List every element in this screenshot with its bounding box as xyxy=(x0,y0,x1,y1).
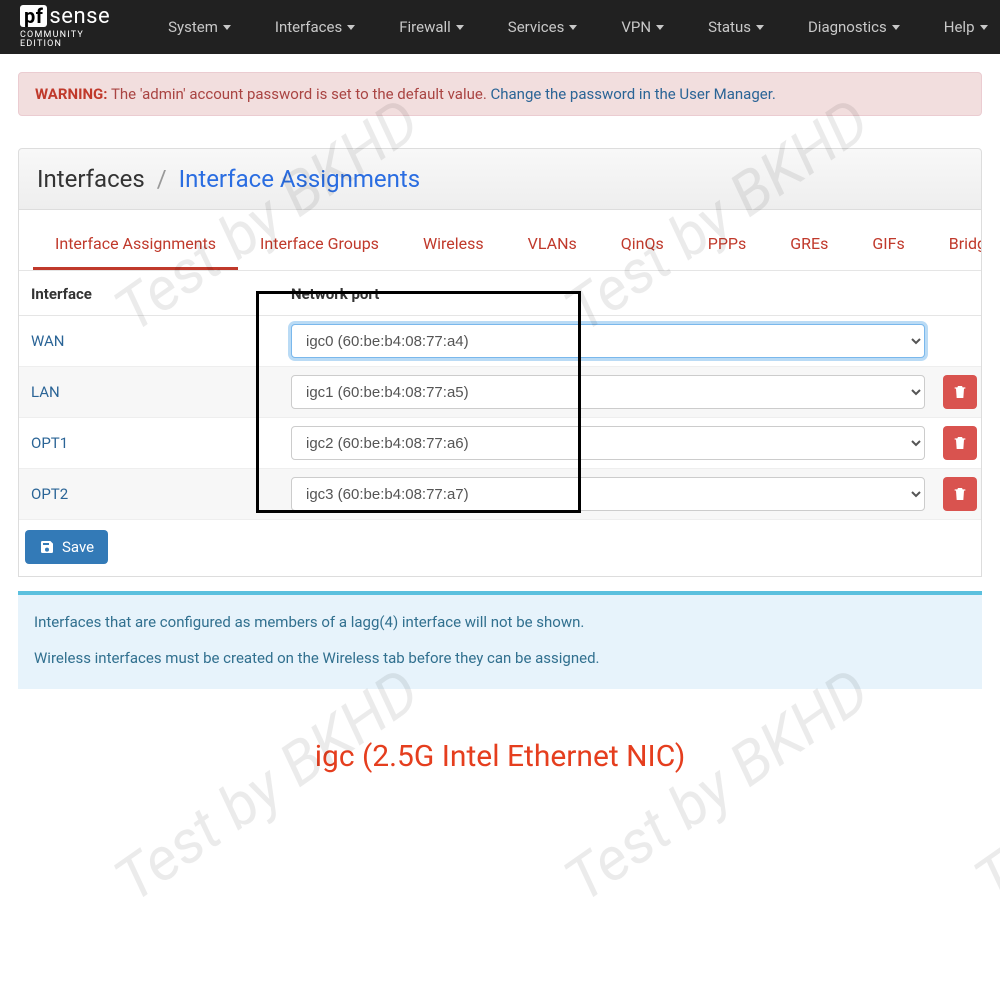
table-row: WAN igc0 (60:be:b4:08:77:a4) xyxy=(19,316,981,367)
tab-gifs[interactable]: GIFs xyxy=(850,234,926,270)
warning-prefix: WARNING: xyxy=(35,85,108,103)
warning-text: The 'admin' account password is set to t… xyxy=(108,85,491,103)
interface-link-opt2[interactable]: OPT2 xyxy=(31,485,68,503)
nav-item-status[interactable]: Status xyxy=(686,18,786,36)
annotation-text: igc (2.5G Intel Ethernet NIC) xyxy=(0,739,1000,774)
nav-label: Interfaces xyxy=(275,18,342,36)
page-header: Interfaces / Interface Assignments xyxy=(18,148,982,210)
breadcrumb: Interfaces / Interface Assignments xyxy=(37,165,963,193)
network-port-select-opt2[interactable]: igc3 (60:be:b4:08:77:a7) xyxy=(291,477,925,511)
breadcrumb-current: Interface Assignments xyxy=(179,165,421,193)
trash-icon xyxy=(952,486,968,502)
top-nav: pf sense COMMUNITY EDITION System Interfa… xyxy=(0,0,1000,54)
table-row: OPT1 igc2 (60:be:b4:08:77:a6) xyxy=(19,418,981,469)
breadcrumb-sep: / xyxy=(151,165,173,193)
nav-item-help[interactable]: Help xyxy=(922,18,1000,36)
nav-item-interfaces[interactable]: Interfaces xyxy=(253,18,377,36)
nav-label: Firewall xyxy=(399,18,451,36)
caret-icon xyxy=(980,25,988,30)
network-port-select-lan[interactable]: igc1 (60:be:b4:08:77:a5) xyxy=(291,375,925,409)
delete-button-opt2[interactable] xyxy=(943,477,977,511)
network-port-select-opt1[interactable]: igc2 (60:be:b4:08:77:a6) xyxy=(291,426,925,460)
caret-icon xyxy=(656,25,664,30)
caret-icon xyxy=(569,25,577,30)
tab-qinqs[interactable]: QinQs xyxy=(599,234,686,270)
table-row: LAN igc1 (60:be:b4:08:77:a5) xyxy=(19,367,981,418)
tab-ppps[interactable]: PPPs xyxy=(686,234,769,270)
info-line-2: Wireless interfaces must be created on t… xyxy=(34,649,966,667)
save-button[interactable]: Save xyxy=(25,530,108,564)
caret-icon xyxy=(892,25,900,30)
nav-item-system[interactable]: System xyxy=(146,18,253,36)
nav-label: VPN xyxy=(621,18,651,36)
nav-label: System xyxy=(168,18,218,36)
nav-item-services[interactable]: Services xyxy=(486,18,600,36)
nav-item-vpn[interactable]: VPN xyxy=(599,18,686,36)
col-header-interface: Interface xyxy=(19,271,279,316)
save-icon xyxy=(39,539,55,555)
watermark: Test by BKHD xyxy=(552,655,882,916)
col-header-port: Network port xyxy=(279,271,937,316)
caret-icon xyxy=(756,25,764,30)
col-header-actions xyxy=(937,271,981,316)
brand-logo[interactable]: pf sense COMMUNITY EDITION xyxy=(20,5,110,49)
brand-pf: pf xyxy=(20,5,47,27)
tabs: Interface AssignmentsInterface GroupsWir… xyxy=(19,210,981,270)
tabs-panel: Interface AssignmentsInterface GroupsWir… xyxy=(18,210,982,577)
nav-label: Help xyxy=(944,18,975,36)
interface-link-opt1[interactable]: OPT1 xyxy=(31,434,68,452)
nav-item-firewall[interactable]: Firewall xyxy=(377,18,486,36)
tab-wireless[interactable]: Wireless xyxy=(401,234,506,270)
interface-link-lan[interactable]: LAN xyxy=(31,383,60,401)
nav-item-diagnostics[interactable]: Diagnostics xyxy=(786,18,922,36)
info-line-1: Interfaces that are configured as member… xyxy=(34,613,966,631)
delete-button-opt1[interactable] xyxy=(943,426,977,460)
caret-icon xyxy=(456,25,464,30)
nav-label: Status xyxy=(708,18,751,36)
caret-icon xyxy=(347,25,355,30)
tab-interface-assignments[interactable]: Interface Assignments xyxy=(33,234,238,270)
watermark: Test by BKHD xyxy=(962,655,1000,916)
caret-icon xyxy=(223,25,231,30)
trash-icon xyxy=(952,435,968,451)
table-row: OPT2 igc3 (60:be:b4:08:77:a7) xyxy=(19,469,981,520)
info-panel: Interfaces that are configured as member… xyxy=(18,591,982,689)
nav-label: Services xyxy=(508,18,565,36)
brand-subtitle: COMMUNITY EDITION xyxy=(20,31,110,49)
nav-items: System Interfaces Firewall Services VPN Statu… xyxy=(146,18,1000,36)
nav-label: Diagnostics xyxy=(808,18,887,36)
network-port-select-wan[interactable]: igc0 (60:be:b4:08:77:a4) xyxy=(291,324,925,358)
save-label: Save xyxy=(62,538,94,556)
warning-alert: WARNING: The 'admin' account password is… xyxy=(18,72,982,116)
tab-interface-groups[interactable]: Interface Groups xyxy=(238,234,401,270)
change-password-link[interactable]: Change the password in the User Manager. xyxy=(491,85,776,103)
brand-sense: sense xyxy=(49,6,110,28)
interface-table: Interface Network port WAN igc0 (60:be:b4… xyxy=(19,270,981,576)
tab-bridges[interactable]: Bridges xyxy=(927,234,981,270)
delete-button-lan[interactable] xyxy=(943,375,977,409)
trash-icon xyxy=(952,384,968,400)
watermark: Test by BKHD xyxy=(102,655,432,916)
interface-link-wan[interactable]: WAN xyxy=(31,332,64,350)
breadcrumb-root[interactable]: Interfaces xyxy=(37,165,145,193)
tab-vlans[interactable]: VLANs xyxy=(506,234,599,270)
tab-gres[interactable]: GREs xyxy=(768,234,850,270)
